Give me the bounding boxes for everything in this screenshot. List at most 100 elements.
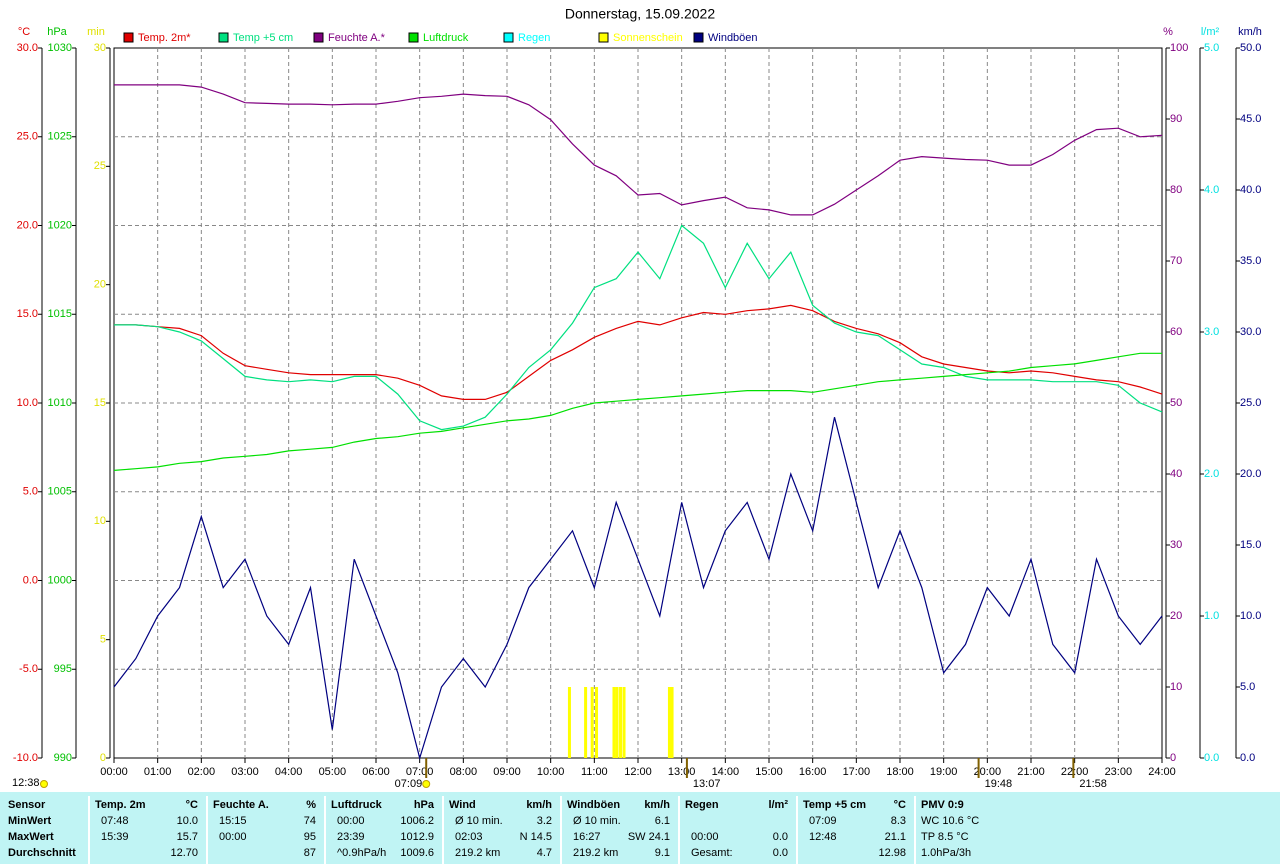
legend-label: Temp. 2m* — [138, 32, 191, 44]
sun-icon — [40, 780, 48, 788]
y-tick-label: 60 — [1170, 326, 1182, 338]
y-tick-label: 50 — [1170, 397, 1182, 409]
column-name: Feuchte A. — [213, 799, 269, 811]
table-cell: 02:03 — [455, 831, 483, 843]
event-label: 19:48 — [985, 778, 1013, 790]
table-cell: 219.2 km — [573, 847, 618, 859]
x-tick-label: 22:00 — [1061, 766, 1089, 778]
table-cell: 15:15 — [219, 815, 247, 827]
table-cell: 219.2 km — [455, 847, 500, 859]
sunshine-bar — [619, 687, 623, 758]
x-tick-label: 14:00 — [712, 766, 740, 778]
column-unit: hPa — [414, 799, 435, 811]
axis-unit: °C — [18, 26, 30, 38]
x-tick-label: 01:00 — [144, 766, 172, 778]
legend-swatch — [693, 32, 704, 43]
axis-unit: l/m² — [1201, 26, 1220, 38]
table-cell: 10.0 — [177, 815, 198, 827]
y-tick-label: 15.0 — [1240, 539, 1261, 551]
column-name: Temp +5 cm — [803, 799, 866, 811]
column-unit: °C — [894, 799, 906, 811]
y-tick-label: 1020 — [48, 219, 72, 231]
x-tick-label: 05:00 — [319, 766, 347, 778]
x-tick-label: 15:00 — [755, 766, 783, 778]
legend-swatch — [218, 32, 229, 43]
table-cell: 1006.2 — [400, 815, 434, 827]
column-name: PMV 0:9 — [921, 799, 964, 811]
legend-swatch — [408, 32, 419, 43]
x-tick-label: 24:00 — [1148, 766, 1176, 778]
y-tick-label: 2.0 — [1204, 468, 1219, 480]
y-tick-label: 995 — [54, 663, 72, 675]
table-cell: 12.98 — [878, 847, 906, 859]
y-tick-label: 5.0 — [23, 486, 38, 498]
chart-title: Donnerstag, 15.09.2022 — [565, 6, 715, 22]
table-cell: TP 8.5 °C — [921, 831, 969, 843]
x-tick-label: 03:00 — [231, 766, 259, 778]
table-cell: 1009.6 — [400, 847, 434, 859]
table-cell: SW 24.1 — [628, 831, 670, 843]
x-tick-label: 07:00 — [406, 766, 434, 778]
legend-label: Regen — [518, 32, 550, 44]
row-label: MinWert — [8, 815, 52, 827]
table-cell: Ø 10 min. — [455, 815, 503, 827]
y-tick-label: 1005 — [48, 486, 72, 498]
y-tick-label: 1025 — [48, 131, 72, 143]
table-cell: 3.2 — [537, 815, 552, 827]
x-tick-label: 08:00 — [450, 766, 478, 778]
x-tick-label: 16:00 — [799, 766, 827, 778]
table-cell: 00:00 — [337, 815, 365, 827]
table-cell: 8.3 — [891, 815, 906, 827]
x-tick-label: 11:00 — [581, 766, 608, 778]
table-cell: N 14.5 — [520, 831, 552, 843]
y-tick-label: 20 — [94, 279, 106, 291]
y-tick-label: 1.0 — [1204, 610, 1219, 622]
y-tick-label: 25 — [94, 160, 106, 172]
x-tick-label: 21:00 — [1017, 766, 1045, 778]
x-tick-label: 13:00 — [668, 766, 696, 778]
axis-unit: min — [87, 26, 105, 38]
legend-swatch — [123, 32, 134, 43]
legend-label: Sonnenschein — [613, 32, 683, 44]
column-unit: °C — [186, 799, 198, 811]
series-line — [114, 224, 1163, 431]
sunshine-bar — [622, 687, 626, 758]
y-tick-label: 0.0 — [1204, 752, 1219, 764]
column-name: Windböen — [567, 799, 620, 811]
sunshine-bar — [595, 687, 599, 758]
x-tick-label: 12:00 — [624, 766, 652, 778]
y-tick-label: 1015 — [48, 308, 72, 320]
y-tick-label: 10.0 — [1240, 610, 1261, 622]
table-cell: Ø 10 min. — [573, 815, 621, 827]
y-tick-label: 30 — [1170, 539, 1182, 551]
x-tick-label: 00:00 — [100, 766, 128, 778]
table-cell: 9.1 — [655, 847, 670, 859]
sunshine-bar — [584, 687, 588, 758]
table-cell: 12:48 — [809, 831, 837, 843]
y-tick-label: 25.0 — [17, 131, 38, 143]
series-line — [114, 84, 1163, 216]
table-cell: 07:09 — [809, 815, 837, 827]
legend-label: Temp +5 cm — [233, 32, 293, 44]
y-tick-label: 10 — [94, 515, 106, 527]
table-cell: 00:00 — [219, 831, 247, 843]
y-tick-label: 10 — [1170, 681, 1182, 693]
table-cell: 4.7 — [537, 847, 552, 859]
column-name: Luftdruck — [331, 799, 383, 811]
y-tick-label: 25.0 — [1240, 397, 1261, 409]
x-tick-label: 19:00 — [930, 766, 958, 778]
y-tick-label: 10.0 — [17, 397, 38, 409]
table-cell: 15:39 — [101, 831, 129, 843]
y-tick-label: 1010 — [48, 397, 72, 409]
y-tick-label: 15 — [94, 397, 106, 409]
y-tick-label: 30.0 — [1240, 326, 1261, 338]
y-tick-label: 40.0 — [1240, 184, 1261, 196]
y-tick-label: 0.0 — [23, 574, 38, 586]
y-tick-label: 90 — [1170, 113, 1182, 125]
table-cell: Gesamt: — [691, 847, 733, 859]
y-tick-label: 45.0 — [1240, 113, 1261, 125]
axis-unit: hPa — [47, 26, 67, 38]
y-tick-label: 20.0 — [1240, 468, 1261, 480]
event-label: 21:58 — [1079, 778, 1107, 790]
